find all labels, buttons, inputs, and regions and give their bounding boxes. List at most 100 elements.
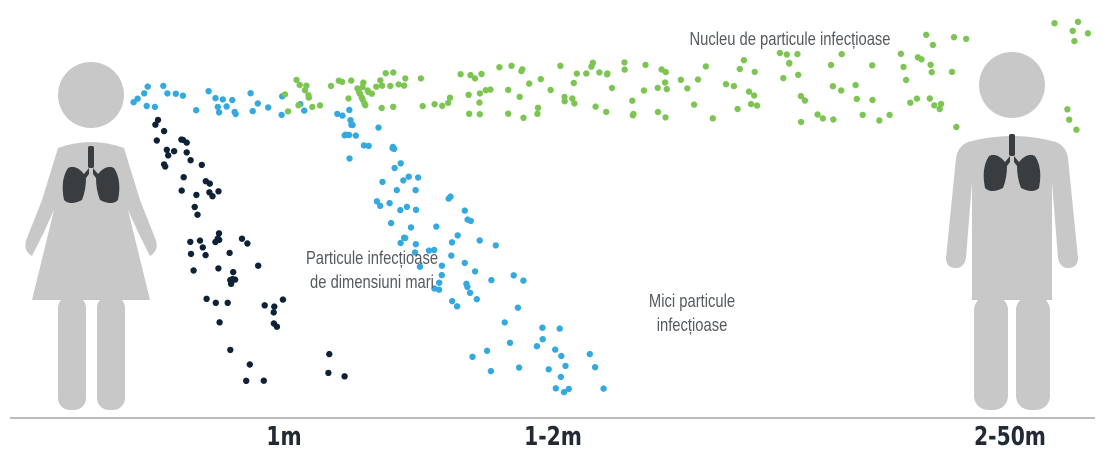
small-particle-dot — [464, 216, 471, 223]
nuclei-particle-dot — [869, 62, 876, 69]
small-particle-dot — [558, 352, 565, 360]
large-particle-dot — [187, 238, 194, 246]
small-particle-dot — [586, 350, 593, 358]
small-particle-dot — [412, 241, 419, 248]
nuclei-particle-dot — [900, 63, 907, 71]
small-particle-dot — [214, 103, 221, 111]
large-particle-dot — [202, 251, 209, 259]
nuclei-particle-dot — [819, 115, 826, 122]
large-particle-dot — [260, 377, 267, 384]
large-particle-dot — [255, 262, 262, 269]
nuclei-particle-dot — [730, 82, 738, 90]
nuclei-particle-dot — [476, 111, 483, 118]
small-particle-dot — [144, 83, 151, 90]
small-particle-dot — [469, 353, 476, 360]
large-particles-label-line2: de dimensiuni mari — [310, 272, 434, 292]
nuclei-particle-dot — [876, 117, 883, 124]
large-particle-dot — [190, 267, 197, 274]
large-particle-dot — [160, 127, 168, 135]
nuclei-particle-dot — [869, 96, 876, 104]
nuclei-particle-dot — [482, 87, 489, 94]
small-particle-dot — [565, 385, 572, 393]
nuclei-particle-dot — [629, 97, 636, 104]
nuclei-particle-dot — [654, 84, 661, 92]
small-particle-dot — [412, 186, 419, 194]
nuclei-particle-dot — [1051, 20, 1058, 27]
large-particle-dot — [226, 249, 233, 257]
small-particle-dot — [373, 198, 381, 205]
nuclei-particle-dot — [928, 69, 935, 76]
small-particle-dot — [425, 247, 433, 254]
large-particle-dot — [160, 161, 168, 168]
large-particle-dot — [198, 161, 205, 169]
nuclei-particle-dot — [923, 31, 930, 38]
small-particle-dot — [562, 362, 569, 370]
small-particle-dot — [431, 246, 438, 254]
nuclei-particle-dot — [783, 51, 790, 58]
nuclei-particle-dot — [1074, 18, 1082, 25]
small-particle-dot — [134, 95, 141, 102]
small-particle-dot — [172, 90, 179, 97]
large-particle-dot — [202, 178, 209, 185]
small-particle-dot — [397, 206, 404, 214]
nuclei-particle-dot — [838, 50, 845, 58]
large-particle-dot — [183, 149, 190, 156]
small-particle-dot — [334, 110, 341, 118]
large-particle-dot — [206, 189, 213, 196]
small-particle-dot — [377, 202, 384, 210]
nuclei-particle-dot — [654, 108, 662, 116]
small-particle-dot — [397, 160, 404, 167]
small-particle-dot — [346, 155, 353, 162]
large-particle-dot — [153, 137, 160, 144]
small-particle-dot — [533, 343, 541, 350]
small-particle-dot — [193, 107, 200, 114]
nuclei-particle-dot — [303, 82, 310, 89]
nuclei-particle-dot — [571, 100, 578, 107]
nuclei-particle-dot — [547, 86, 554, 94]
nuclei-particle-dot — [305, 94, 312, 101]
small-particle-dot — [520, 277, 527, 284]
nuclei-particle-dot — [588, 63, 595, 70]
large-particle-dot — [165, 152, 172, 159]
nuclei-particle-dot — [662, 68, 669, 76]
small-particle-dot — [506, 339, 514, 346]
small-particle-dot — [346, 106, 353, 114]
nuclei-particle-dot — [797, 92, 805, 100]
nuclei-particle-dot — [907, 99, 914, 106]
small-particle-dot — [466, 289, 474, 296]
nuclei-particle-dot — [1064, 106, 1071, 113]
small-particle-dot — [514, 304, 522, 311]
nuclei-particle-dot — [694, 76, 702, 83]
nuclei-particle-dot — [734, 105, 741, 113]
nuclei-particle-dot — [395, 81, 402, 88]
small-particle-dot — [414, 174, 422, 181]
nuclei-particle-dot — [496, 63, 503, 71]
nuclei-particle-dot — [518, 67, 525, 75]
large-particle-dot — [224, 299, 231, 306]
nuclei-particle-dot — [284, 108, 292, 115]
small-particle-dot — [591, 364, 599, 371]
large-particle-dot — [244, 240, 251, 247]
nuclei-particle-dot — [827, 61, 835, 69]
nuclei-particle-dot — [709, 115, 716, 122]
nuclei-particle-dot — [516, 93, 523, 101]
nuclei-particle-dot — [829, 83, 837, 90]
nuclei-particle-dot — [750, 92, 758, 99]
nuclei-particle-dot — [801, 97, 809, 104]
nuclei-particle-dot — [736, 65, 743, 73]
nuclei-particle-dot — [690, 101, 698, 108]
nuclei-particle-dot — [937, 100, 945, 108]
nuclei-particle-dot — [457, 71, 464, 78]
nuclei-particle-dot — [830, 116, 837, 123]
large-particle-dot — [187, 250, 195, 258]
small-particle-dot — [301, 107, 308, 114]
nuclei-particle-dot — [476, 90, 484, 97]
large-particle-dot — [193, 191, 200, 199]
nuclei-particle-dot — [417, 75, 425, 82]
small-particle-dot — [416, 263, 424, 270]
large-particle-dot — [271, 303, 278, 310]
nuclei-particle-dot — [953, 123, 960, 131]
small-particle-dot — [265, 104, 272, 111]
large-particle-dot — [203, 295, 210, 302]
